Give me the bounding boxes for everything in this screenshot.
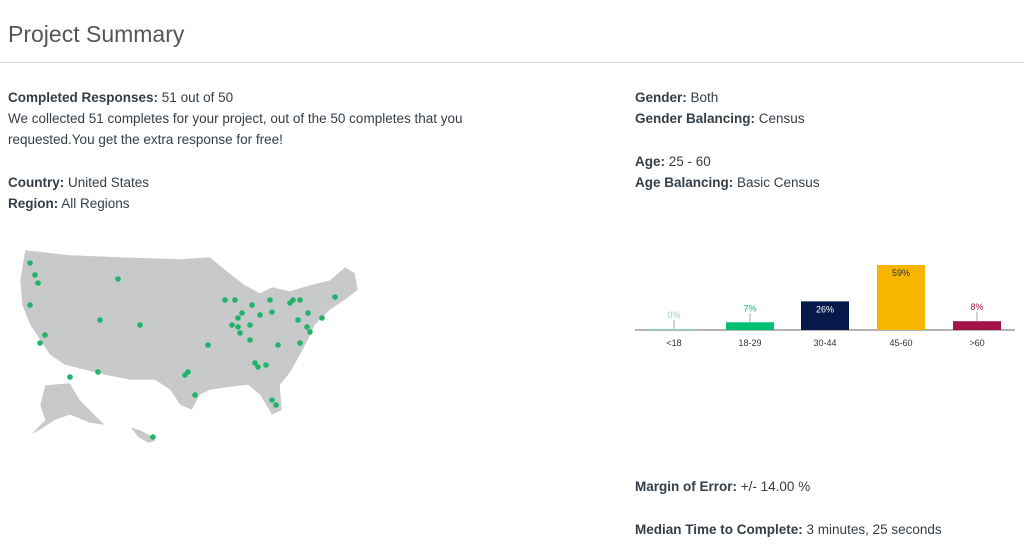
respondent-dot	[273, 402, 279, 408]
country-value: United States	[68, 175, 150, 190]
respondent-dot	[229, 322, 235, 328]
bar-<18	[650, 329, 698, 330]
bar-18-29	[726, 322, 774, 330]
completed-value: 51 out of 50	[161, 90, 234, 105]
respondent-dot	[247, 322, 253, 328]
data-label: 7%	[743, 303, 756, 313]
respondent-dot	[275, 342, 281, 348]
age-label: Age:	[635, 154, 665, 169]
median-value: 3 minutes, 25 seconds	[806, 522, 942, 537]
data-label: 59%	[892, 268, 910, 278]
hawaii-shape	[129, 426, 157, 444]
age-balancing-label: Age Balancing:	[635, 175, 734, 190]
margin-of-error: Margin of Error: +/- 14.00 %	[635, 476, 810, 497]
respondent-dot	[319, 315, 325, 321]
median-label: Median Time to Complete:	[635, 522, 803, 537]
respondent-dot	[27, 302, 33, 308]
us-respondent-map	[19, 249, 359, 444]
x-tick-label: 45-60	[889, 338, 912, 348]
respondent-dot	[235, 324, 241, 330]
respondent-dot	[257, 312, 263, 318]
respondent-dot	[97, 317, 103, 323]
x-tick-label: >60	[969, 338, 984, 348]
bar-45-60	[877, 265, 925, 330]
respondent-dot	[267, 297, 273, 303]
age-value: 25 - 60	[668, 154, 711, 169]
gender-value: Both	[690, 90, 719, 105]
respondent-dot	[297, 297, 303, 303]
median-time: Median Time to Complete: 3 minutes, 25 s…	[635, 519, 942, 540]
respondent-dot	[37, 340, 43, 346]
gender-label: Gender:	[635, 90, 687, 105]
respondent-dot	[290, 297, 296, 303]
x-tick-label: 30-44	[813, 338, 836, 348]
gender-balancing-value: Census	[758, 111, 805, 126]
respondent-dot	[297, 340, 303, 346]
respondent-dot	[269, 397, 275, 403]
alaska-shape	[29, 382, 106, 436]
respondent-dot	[137, 322, 143, 328]
data-label: 26%	[816, 304, 834, 314]
region-label: Region:	[8, 196, 59, 211]
completed-responses: Completed Responses: 51 out of 50 We col…	[8, 87, 528, 150]
respondent-dot	[35, 280, 41, 286]
respondent-dot	[332, 294, 338, 300]
data-label: 8%	[970, 302, 983, 312]
age-bar-chart: 0% <18 7% 18-29 26% 30-44 59% 45-60 8% >60	[635, 265, 1015, 348]
country-label: Country:	[8, 175, 65, 190]
respondent-dot	[249, 302, 255, 308]
location-info: Country: United States Region: All Regio…	[8, 172, 149, 214]
gender-info: Gender: Both Gender Balancing: Census	[635, 87, 805, 129]
respondent-dot	[27, 260, 33, 266]
divider	[0, 62, 1024, 63]
respondent-dot	[150, 434, 156, 440]
completed-label: Completed Responses:	[8, 90, 159, 105]
respondent-dot	[237, 330, 243, 336]
respondent-dot	[247, 337, 253, 343]
respondent-dot	[205, 342, 211, 348]
moe-label: Margin of Error:	[635, 479, 738, 494]
respondent-dot	[239, 310, 245, 316]
respondent-dot	[222, 297, 228, 303]
age-info: Age: 25 - 60 Age Balancing: Basic Census	[635, 151, 820, 193]
data-label: 0%	[667, 310, 680, 320]
respondent-dot	[42, 332, 48, 338]
respondent-dot	[192, 392, 198, 398]
us-mainland-shape	[19, 249, 359, 416]
respondent-dot	[115, 276, 121, 282]
bar->60	[953, 321, 1001, 330]
respondent-dot	[185, 369, 191, 375]
age-balancing-value: Basic Census	[737, 175, 820, 190]
bar-30-44	[801, 301, 849, 330]
respondent-dot	[295, 317, 301, 323]
gender-balancing-label: Gender Balancing:	[635, 111, 756, 126]
respondent-dot	[235, 315, 241, 321]
x-tick-label: 18-29	[738, 338, 761, 348]
respondent-dot	[32, 272, 38, 278]
region-value: All Regions	[61, 196, 130, 211]
respondent-dot	[304, 324, 310, 330]
respondent-dot	[232, 297, 238, 303]
respondent-dot	[305, 310, 311, 316]
respondent-dot	[252, 360, 258, 366]
respondent-dot	[269, 309, 275, 315]
respondent-dot	[255, 364, 261, 370]
x-tick-label: <18	[666, 338, 681, 348]
moe-value: +/- 14.00 %	[740, 479, 811, 494]
respondent-dot	[67, 374, 73, 380]
page-title: Project Summary	[8, 21, 185, 48]
respondent-dot	[307, 329, 313, 335]
respondent-dot	[263, 362, 269, 368]
completed-note: We collected 51 completes for your proje…	[8, 111, 463, 147]
respondent-dot	[95, 369, 101, 375]
